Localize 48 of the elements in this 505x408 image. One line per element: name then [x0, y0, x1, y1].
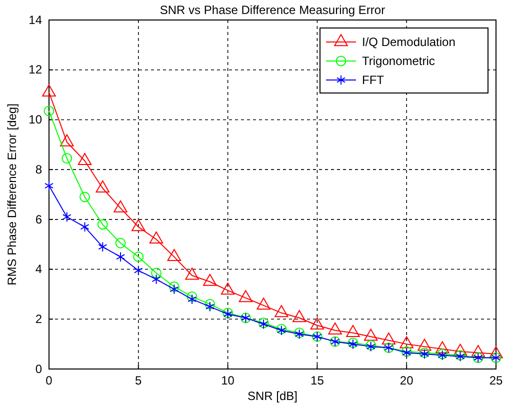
point	[133, 252, 144, 262]
x-tick-label: 0	[46, 374, 53, 388]
y-tick-label: 4	[35, 262, 42, 276]
y-tick-label: 12	[28, 62, 42, 77]
x-tick-label: 20	[400, 374, 414, 388]
point	[80, 222, 90, 232]
point	[204, 298, 216, 310]
point	[205, 302, 214, 312]
point	[97, 219, 108, 230]
point	[98, 242, 108, 252]
point	[44, 106, 54, 116]
point	[186, 291, 198, 302]
y-tick-label: 10	[28, 112, 42, 127]
point	[168, 282, 180, 292]
point	[78, 153, 92, 166]
x-tick-label: 10	[221, 374, 235, 388]
x-tick-label: 5	[135, 374, 142, 388]
y-tick-label: 2	[35, 312, 42, 326]
point	[80, 192, 90, 202]
chart-title: SNR vs Phase Difference Measuring Error	[160, 3, 386, 17]
y-tick-label: 0	[35, 362, 42, 376]
x-axis-title: SNR [dB]	[247, 389, 298, 403]
point	[170, 284, 179, 294]
point	[134, 265, 143, 276]
point	[185, 268, 199, 280]
point	[96, 180, 110, 192]
point	[151, 268, 162, 278]
y-tick-label: 14	[28, 12, 42, 27]
legend-label: I/Q Demodulation	[362, 35, 456, 49]
legend-label: FFT	[362, 73, 385, 87]
point	[60, 134, 74, 146]
x-tick-label: 25	[489, 374, 503, 388]
point	[152, 274, 161, 284]
point	[188, 294, 197, 304]
point	[62, 212, 72, 222]
point	[114, 200, 128, 212]
y-tick-label: 8	[35, 162, 42, 176]
x-tick-label: 15	[310, 374, 324, 388]
point	[62, 153, 72, 164]
y-tick-label: 6	[35, 212, 42, 226]
point	[44, 180, 54, 191]
y-axis-title: RMS Phase Difference Error [deg]	[5, 104, 19, 286]
point	[132, 219, 146, 232]
point	[116, 252, 126, 262]
point	[149, 232, 164, 244]
point	[42, 84, 56, 96]
point	[115, 238, 126, 248]
legend-label: Trigonometric	[362, 54, 435, 68]
